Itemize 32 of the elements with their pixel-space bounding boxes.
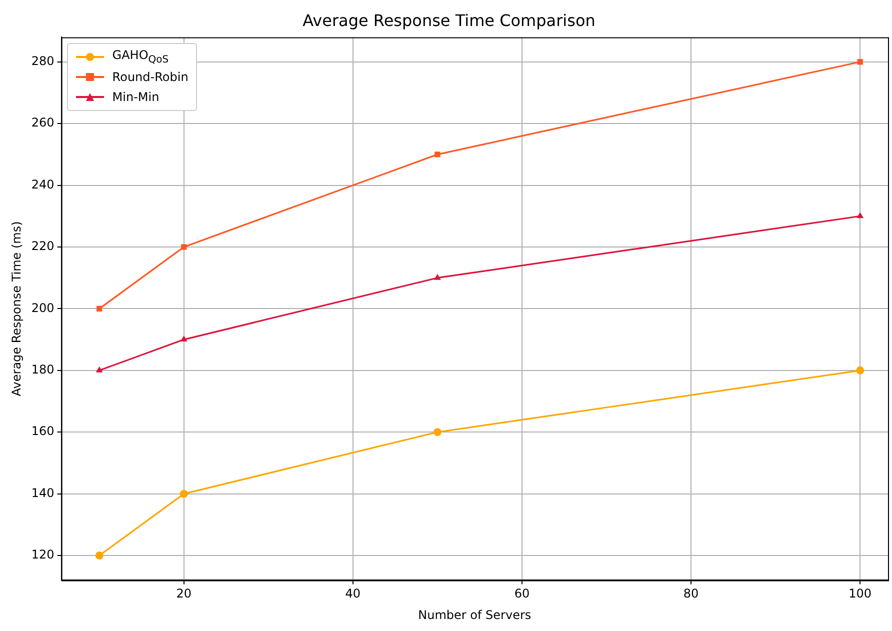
y-tick-label: 260 xyxy=(31,116,54,130)
point xyxy=(434,152,440,158)
point xyxy=(96,366,103,372)
point xyxy=(181,244,187,250)
point xyxy=(857,59,863,65)
x-axis-title: Number of Servers xyxy=(418,608,532,622)
legend-label: Round-Robin xyxy=(112,70,188,84)
legend-label: GAHO$_{QoS}$ xyxy=(112,48,169,66)
legend-label: Min-Min xyxy=(112,90,160,104)
point xyxy=(180,490,188,498)
y-tick-label: 160 xyxy=(31,424,54,438)
y-tick-label: 140 xyxy=(31,486,54,500)
point xyxy=(95,552,104,560)
y-tick-label: 120 xyxy=(31,548,54,562)
y-tick-label: 280 xyxy=(31,54,54,68)
point xyxy=(180,336,188,342)
y-axis-title: Average Response Time (ms) xyxy=(9,221,24,396)
x-tick-label: 20 xyxy=(176,586,192,601)
point xyxy=(434,274,441,280)
x-tick-label: 80 xyxy=(683,586,699,601)
x-tick-label: 100 xyxy=(848,586,872,601)
y-tick-label: 180 xyxy=(31,362,54,377)
y-tick-label: 240 xyxy=(31,177,54,192)
x-tick-label: 40 xyxy=(345,586,361,601)
chart-title: Average Response Time Comparison xyxy=(302,10,596,30)
point xyxy=(433,428,442,436)
point xyxy=(856,212,864,218)
point xyxy=(856,366,864,374)
y-tick-label: 220 xyxy=(31,239,54,254)
y-tick-label: 200 xyxy=(31,300,54,315)
x-tick-label: 60 xyxy=(514,586,530,601)
point xyxy=(96,306,102,312)
